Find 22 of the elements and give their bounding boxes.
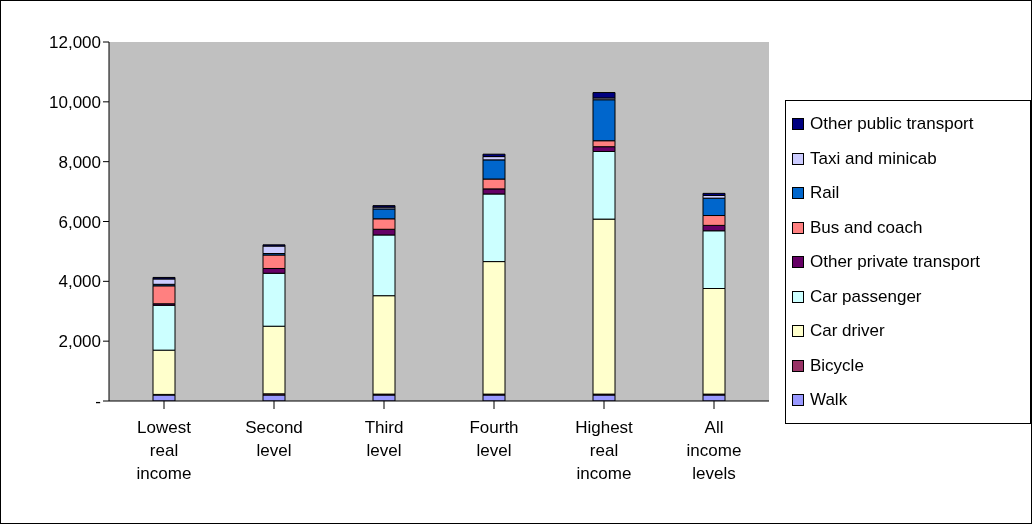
legend-label: Car driver — [810, 321, 885, 341]
x-tick-label: Second level — [245, 418, 303, 460]
legend-label: Bus and coach — [810, 217, 923, 238]
legend-label: Walk — [810, 390, 848, 410]
x-tick-label: Lowest real income — [136, 418, 192, 483]
legend-label: Other public transport — [810, 114, 974, 134]
x-tick-label: Highest real income — [575, 418, 634, 483]
y-tick-label: - — [95, 392, 101, 412]
x-tick-label: Fourth level — [469, 418, 519, 460]
legend-label: Car passenger — [810, 286, 922, 307]
y-tick-label: 10,000 — [49, 92, 101, 112]
x-tick-label: Third level — [364, 418, 404, 460]
legend-label: Rail — [810, 183, 840, 203]
y-tick-label: 4,000 — [58, 272, 101, 292]
legend-label: Taxi and minicab — [810, 148, 937, 169]
legend-label: Bicycle — [810, 355, 864, 376]
y-tick-label: 12,000 — [49, 33, 101, 53]
y-tick-label: 2,000 — [58, 332, 101, 352]
y-tick-label: 8,000 — [58, 152, 101, 172]
legend-label: Other private transport — [810, 252, 981, 272]
y-tick-label: 6,000 — [58, 212, 101, 232]
x-tick-label: All income levels — [686, 418, 742, 483]
